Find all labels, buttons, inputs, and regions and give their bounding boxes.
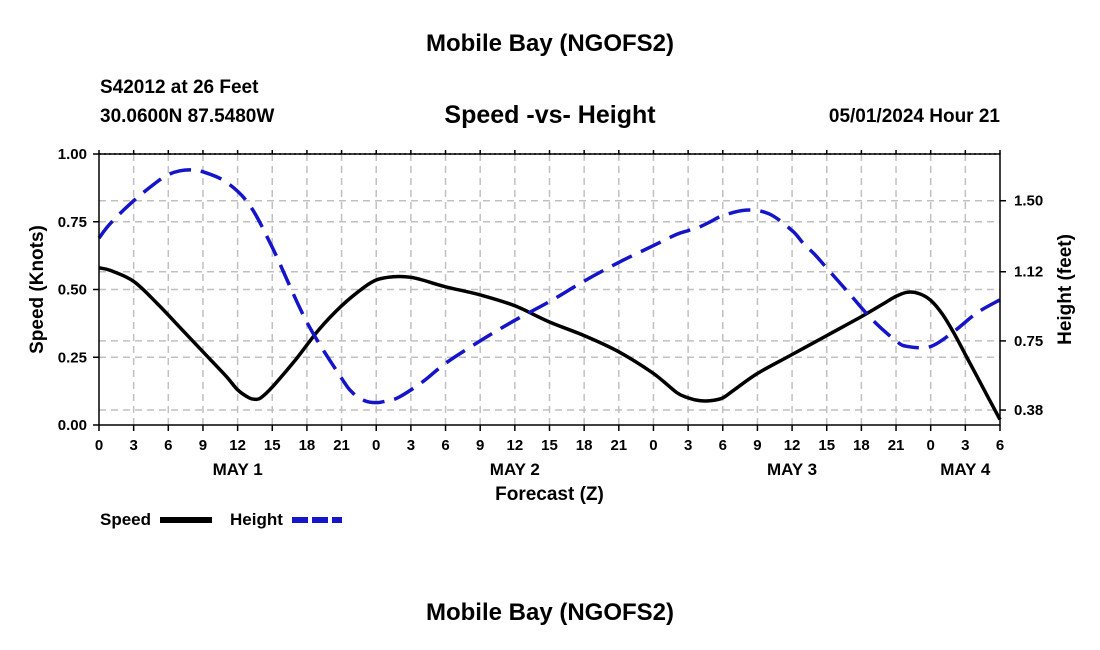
x-tick-label: 9 [753,437,761,454]
x-tick-label: 12 [784,437,801,454]
day-label: MAY 4 [940,460,991,479]
y-right-tick-label: 0.38 [1014,402,1043,419]
y-left-axis-title: Speed (Knots) [27,225,48,354]
legend-label: Height [230,510,283,529]
legend: Speed Height [100,510,342,529]
speed-series-line [98,266,1002,421]
x-tick-label: 21 [333,437,350,454]
x-tick-label: 18 [576,437,593,454]
y-right-tick-label: 1.50 [1014,193,1043,210]
coordinates-label: 30.0600N 87.5480W [100,106,275,127]
y-left-tick-label: 1.00 [58,146,87,163]
chart-title: Mobile Bay (NGOFS2) [425,30,675,57]
y-left-tick-label: 0.25 [58,349,87,366]
x-tick-label: 15 [818,437,835,454]
x-tick-label: 0 [927,437,935,454]
x-tick-label: 15 [264,437,281,454]
day-label: MAY 1 [213,460,263,479]
x-tick-label: 0 [649,437,657,454]
grid [99,154,1000,425]
series-layer [97,168,1002,421]
station-label: S42012 at 26 Feet [100,77,259,98]
legend-label: Speed [100,510,151,529]
x-tick-label: 15 [541,437,558,454]
chart-subtitle: Speed -vs- Height [444,101,656,129]
x-tick-label: 18 [299,437,316,454]
footer-title: Mobile Bay (NGOFS2) [425,599,675,626]
x-tick-label: 9 [476,437,484,454]
x-tick-label: 12 [507,437,524,454]
y-left-tick-label: 0.50 [58,282,87,299]
x-tick-label: 3 [407,437,415,454]
x-tick-label: 6 [164,437,172,454]
x-tick-label: 18 [853,437,870,454]
day-label: MAY 2 [490,460,540,479]
height-series-line [97,168,1001,405]
x-tick-label: 9 [199,437,207,454]
x-tick-label: 21 [610,437,627,454]
x-tick-label: 6 [441,437,449,454]
day-label: MAY 3 [767,460,817,479]
x-tick-label: 3 [961,437,969,454]
x-tick-label: 6 [719,437,727,454]
y-left-tick-label: 0.75 [58,214,87,231]
x-tick-label: 21 [888,437,905,454]
axes: 0 3 6 9 12 15 18 21 0 3 6 9 12 15 18 21 0 3 6 9 12 15 18 21 0 3 6 0… [27,146,1076,505]
y-left-tick-label: 0.00 [58,417,87,434]
x-tick-label: 12 [229,437,246,454]
x-axis-title: Forecast (Z) [495,484,604,505]
forecast-datetime: 05/01/2024 Hour 21 [828,106,1000,127]
y-right-tick-label: 1.12 [1014,264,1043,281]
y-right-axis-title: Height (feet) [1055,234,1076,345]
x-tick-label: 0 [95,437,103,454]
x-tick-label: 3 [684,437,692,454]
x-tick-label: 6 [996,437,1004,454]
x-tick-label: 0 [372,437,380,454]
x-tick-label: 3 [129,437,137,454]
y-right-tick-label: 0.75 [1014,333,1043,350]
